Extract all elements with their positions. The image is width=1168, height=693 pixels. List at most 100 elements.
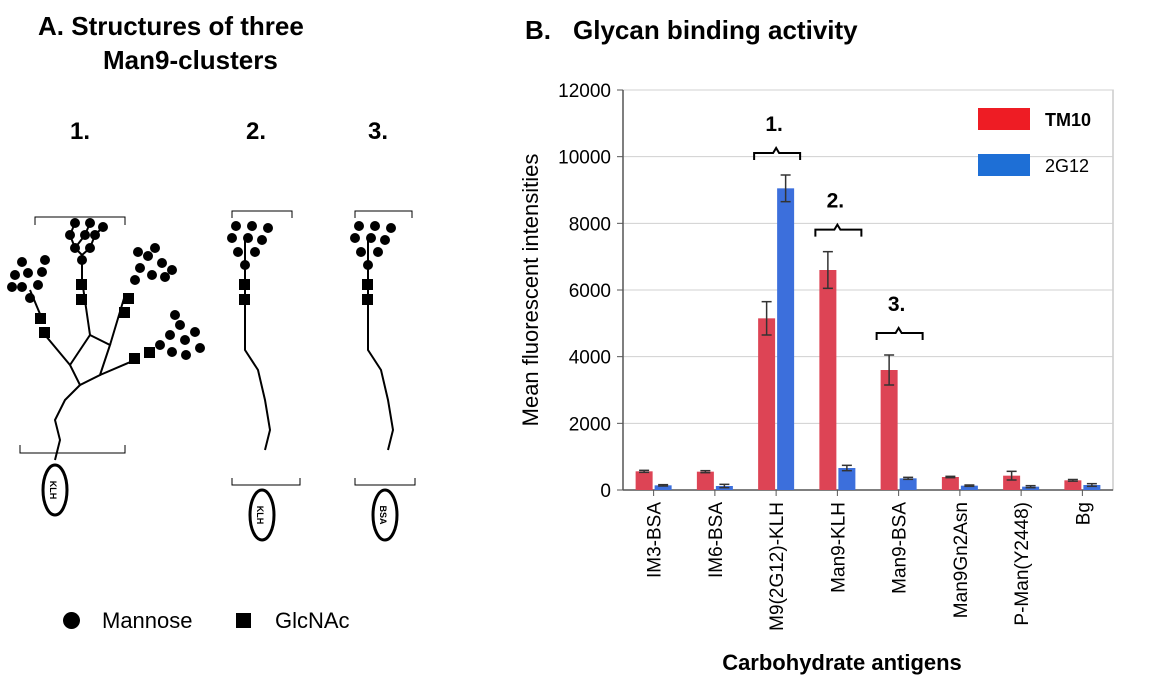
mannose-circle bbox=[195, 343, 205, 353]
mannose-circle bbox=[167, 347, 177, 357]
mannose-circle bbox=[243, 233, 253, 243]
bar-2g12-7 bbox=[1083, 485, 1101, 490]
structure-2-bracket-bottom bbox=[231, 478, 301, 486]
glcnac-square bbox=[35, 313, 46, 324]
mannose-circle bbox=[180, 335, 190, 345]
mannose-circle bbox=[155, 340, 165, 350]
y-tick-label: 10000 bbox=[558, 148, 611, 169]
mannose-circle bbox=[143, 251, 153, 261]
panel-b-title-letter: B. bbox=[525, 15, 551, 45]
mannose-circle bbox=[363, 260, 373, 270]
glcnac-square bbox=[362, 279, 373, 290]
x-tick-label: Man9-KLH bbox=[828, 502, 849, 593]
annotation-bracket bbox=[753, 146, 802, 160]
mannose-circle bbox=[40, 255, 50, 265]
mannose-circle bbox=[263, 223, 273, 233]
x-axis-label: Carbohydrate antigens bbox=[722, 650, 962, 675]
y-axis-label: Mean fluorescent intensities bbox=[518, 154, 543, 427]
bar-2g12-2 bbox=[777, 188, 795, 491]
mannose-circle bbox=[135, 263, 145, 273]
mannose-circle bbox=[77, 255, 87, 265]
bar-tm10-0 bbox=[635, 471, 653, 490]
mannose-circle bbox=[175, 320, 185, 330]
glcnac-square bbox=[129, 353, 140, 364]
bar-2g12-3 bbox=[838, 468, 856, 490]
glcnac-legend-label: GlcNAc bbox=[275, 608, 350, 633]
mannose-circle bbox=[356, 247, 366, 257]
x-tick-label: P-Man(Y2448) bbox=[1012, 502, 1033, 626]
panel-a-title-line1: A. Structures of three bbox=[38, 11, 304, 41]
klh-carrier-2 bbox=[248, 488, 276, 542]
structure-3-bracket-top bbox=[354, 210, 413, 218]
structure-1-core-ring bbox=[68, 333, 112, 387]
mannose-circle bbox=[247, 221, 257, 231]
mannose-circle bbox=[170, 310, 180, 320]
bar-tm10-3 bbox=[819, 270, 837, 490]
x-tick-label: Man9Gn2Asn bbox=[951, 502, 972, 618]
mannose-legend-label: Mannose bbox=[102, 608, 193, 633]
mannose-circle bbox=[147, 270, 157, 280]
mannose-circle bbox=[386, 223, 396, 233]
y-tick-label: 8000 bbox=[569, 214, 611, 235]
y-tick-label: 2000 bbox=[569, 414, 611, 435]
structure-3-bracket-bottom bbox=[354, 478, 416, 486]
structure-2-label: 2. bbox=[246, 118, 267, 145]
carrier-label-2: KLH bbox=[255, 506, 265, 525]
mannose-circle bbox=[157, 258, 167, 268]
panel-a-title-line2: Man9-clusters bbox=[103, 45, 278, 75]
structure-3-label: 3. bbox=[368, 118, 389, 145]
mannose-circle bbox=[257, 235, 267, 245]
y-tick-label: 0 bbox=[600, 481, 611, 502]
structure-1-label: 1. bbox=[70, 118, 91, 145]
mannose-circle bbox=[133, 247, 143, 257]
structure-1-bracket-bottom bbox=[19, 445, 126, 454]
man9-structures-diagram: KLH KLH BSA bbox=[7, 210, 416, 542]
structure-2-bracket-top bbox=[231, 210, 293, 218]
glcnac-square bbox=[39, 327, 50, 338]
mannose-circle bbox=[33, 280, 43, 290]
panel-b-title: Glycan binding activity bbox=[573, 15, 858, 45]
bar-tm10-2 bbox=[758, 318, 776, 490]
bar-2g12-0 bbox=[654, 485, 672, 490]
carrier-label-3: BSA bbox=[378, 505, 388, 525]
x-tick-label: IM6-BSA bbox=[706, 502, 727, 578]
annotation-bracket bbox=[875, 326, 924, 340]
glcnac-legend-icon bbox=[236, 613, 251, 628]
mannose-circle bbox=[160, 272, 170, 282]
annotation-label: 2. bbox=[827, 190, 845, 213]
glcnac-square bbox=[239, 294, 250, 305]
mannose-circle bbox=[240, 260, 250, 270]
x-tick-label: IM3-BSA bbox=[645, 502, 666, 578]
annotation-label: 1. bbox=[765, 113, 783, 136]
mannose-circle bbox=[231, 221, 241, 231]
mannose-circle bbox=[150, 243, 160, 253]
mannose-circle bbox=[227, 233, 237, 243]
glcnac-square bbox=[76, 294, 87, 305]
bar-tm10-1 bbox=[696, 471, 714, 490]
glcnac-square bbox=[119, 307, 130, 318]
glcnac-square bbox=[144, 347, 155, 358]
legend-swatch-2g12 bbox=[978, 154, 1030, 176]
glcnac-square bbox=[239, 279, 250, 290]
mannose-circle bbox=[370, 221, 380, 231]
bar-2g12-5 bbox=[960, 485, 978, 490]
klh-carrier-1 bbox=[41, 463, 69, 517]
mannose-circle bbox=[250, 247, 260, 257]
x-tick-label: M9(2G12)-KLH bbox=[767, 502, 788, 631]
y-tick-label: 6000 bbox=[569, 281, 611, 302]
mannose-circle bbox=[10, 270, 20, 280]
bar-2g12-4 bbox=[899, 478, 917, 490]
glcnac-square bbox=[123, 293, 134, 304]
mannose-circle bbox=[233, 247, 243, 257]
mannose-legend-icon bbox=[63, 612, 80, 629]
y-tick-label: 4000 bbox=[569, 348, 611, 369]
mannose-circle bbox=[354, 221, 364, 231]
structure-1-bracket-top bbox=[34, 216, 126, 225]
mannose-circle bbox=[181, 350, 191, 360]
legend-swatch-tm10 bbox=[978, 108, 1030, 130]
mannose-circle bbox=[25, 293, 35, 303]
legend-label-tm10: TM10 bbox=[1045, 110, 1091, 130]
bsa-carrier-3 bbox=[371, 488, 399, 542]
mannose-circle bbox=[37, 267, 47, 277]
